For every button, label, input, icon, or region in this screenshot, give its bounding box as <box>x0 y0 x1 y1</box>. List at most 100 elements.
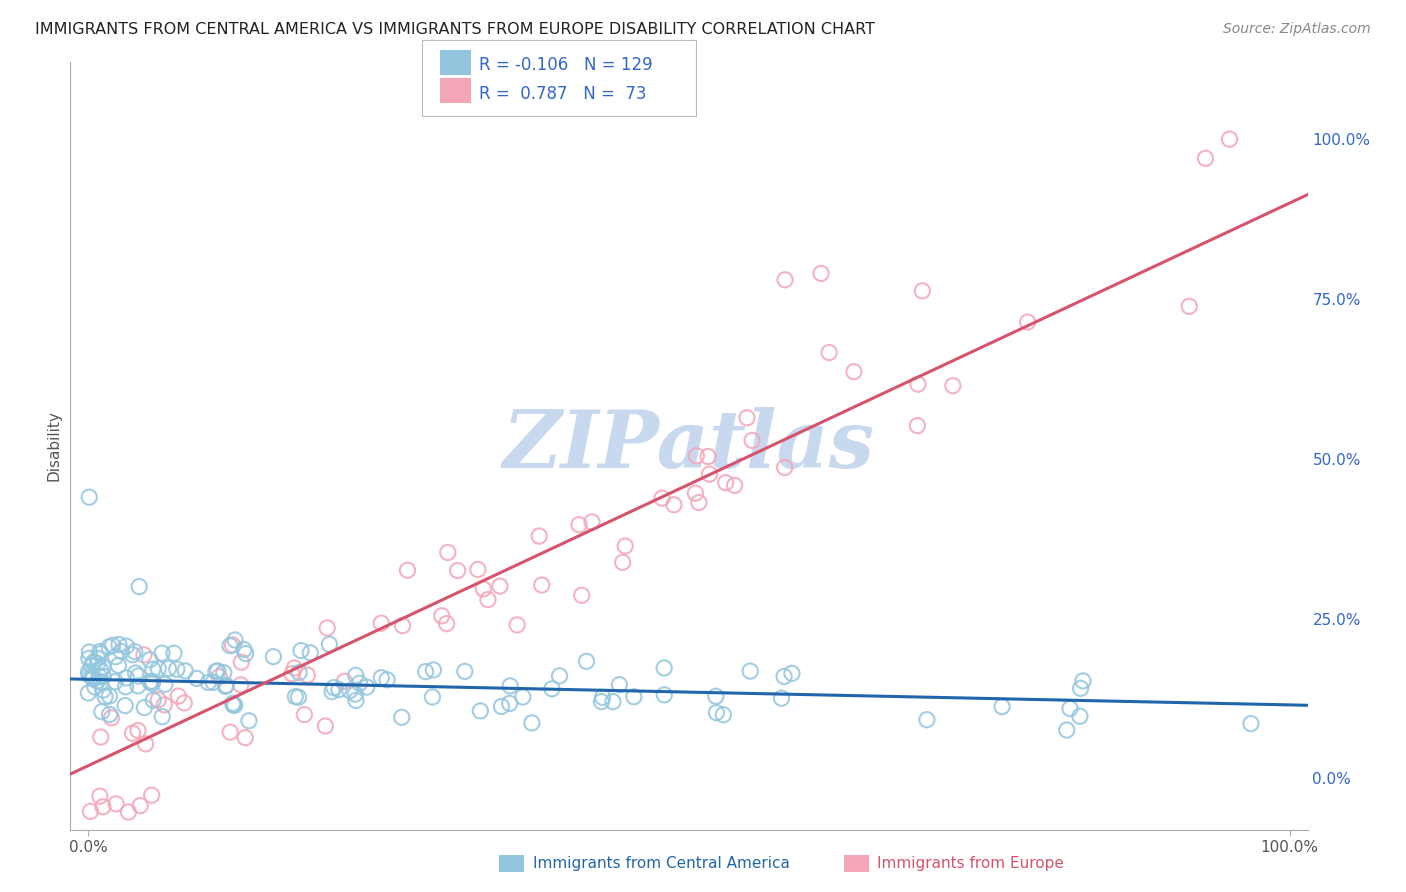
Point <box>662 498 685 512</box>
Point <box>89 669 111 683</box>
Point <box>321 684 343 698</box>
Point <box>614 539 637 553</box>
Point <box>117 805 139 819</box>
Point <box>422 690 444 704</box>
Point <box>90 730 112 744</box>
Point <box>498 697 520 711</box>
Text: ZIPatlas: ZIPatlas <box>503 408 875 484</box>
Point <box>148 693 170 707</box>
Point <box>79 805 101 819</box>
Point <box>477 592 499 607</box>
Point <box>100 711 122 725</box>
Point <box>780 666 803 681</box>
Point <box>704 690 727 704</box>
Point <box>541 681 564 696</box>
Point <box>153 677 176 691</box>
Point <box>232 642 254 657</box>
Point <box>77 665 100 679</box>
Point <box>107 658 129 673</box>
Point <box>911 284 934 298</box>
Point <box>370 616 392 631</box>
Point <box>548 669 571 683</box>
Point <box>167 689 190 703</box>
Point <box>356 680 378 694</box>
Point <box>688 495 710 509</box>
Point <box>333 674 356 689</box>
Point <box>129 798 152 813</box>
Point <box>108 638 131 652</box>
Point <box>723 478 745 492</box>
Point <box>711 707 734 722</box>
Point <box>470 704 492 718</box>
Point <box>86 657 108 671</box>
Point <box>150 646 173 660</box>
Point <box>770 691 793 706</box>
Text: Immigrants from Central America: Immigrants from Central America <box>533 856 790 871</box>
Point <box>82 672 104 686</box>
Point <box>591 695 613 709</box>
Point <box>77 651 100 665</box>
Point <box>101 638 124 652</box>
Point <box>91 799 114 814</box>
Point <box>773 460 796 475</box>
Point <box>91 660 114 674</box>
Point <box>221 638 243 652</box>
Point <box>1218 132 1240 146</box>
Point <box>1240 716 1263 731</box>
Point <box>652 688 675 702</box>
Point <box>1059 701 1081 715</box>
Text: R = -0.106   N = 129: R = -0.106 N = 129 <box>479 56 652 74</box>
Point <box>1069 709 1091 723</box>
Point <box>391 710 413 724</box>
Point <box>224 698 246 713</box>
Point <box>77 490 100 504</box>
Point <box>115 639 138 653</box>
Point <box>98 689 121 703</box>
Point <box>281 666 304 681</box>
Point <box>79 645 101 659</box>
Point <box>283 661 305 675</box>
Point <box>740 664 762 678</box>
Point <box>202 675 225 690</box>
Point <box>90 647 112 661</box>
Point <box>491 699 513 714</box>
Point <box>499 679 522 693</box>
Point <box>87 651 110 665</box>
Point <box>773 669 796 683</box>
Point <box>110 644 132 658</box>
Point <box>139 674 162 689</box>
Point <box>905 418 928 433</box>
Point <box>83 655 105 669</box>
Point <box>127 723 149 738</box>
Point <box>150 709 173 723</box>
Point <box>328 682 350 697</box>
Point <box>174 664 197 678</box>
Point <box>530 578 553 592</box>
Point <box>623 690 645 704</box>
Point <box>207 664 229 678</box>
Point <box>284 690 307 704</box>
Point <box>135 737 157 751</box>
Point <box>128 580 150 594</box>
Point <box>467 562 489 576</box>
Point <box>314 719 336 733</box>
Point <box>104 649 127 664</box>
Point <box>706 706 728 720</box>
Point <box>907 377 929 392</box>
Point <box>349 676 371 690</box>
Point <box>571 588 593 602</box>
Point <box>238 714 260 728</box>
Point <box>575 654 598 668</box>
Point <box>842 365 865 379</box>
Point <box>741 434 763 448</box>
Point <box>685 486 707 500</box>
Point <box>83 680 105 694</box>
Point <box>810 266 832 280</box>
Point <box>592 690 614 705</box>
Point <box>91 669 114 683</box>
Point <box>139 653 162 667</box>
Point <box>208 670 231 684</box>
Point <box>316 621 339 635</box>
Point <box>166 662 188 676</box>
Point <box>89 789 111 804</box>
